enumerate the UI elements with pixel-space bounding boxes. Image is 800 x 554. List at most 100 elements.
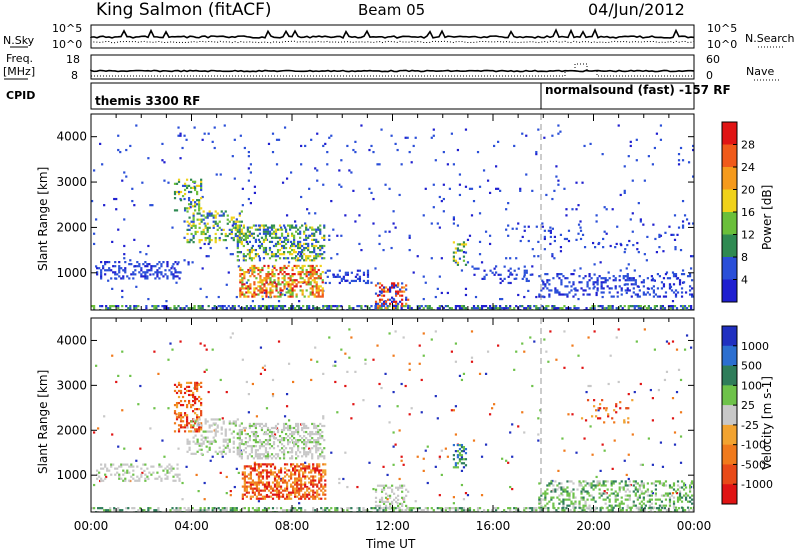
power-cell [267,275,270,278]
velocity-cell [196,387,199,391]
power-cell [689,267,693,270]
power-cell [196,212,199,215]
velocity-cell [195,419,198,422]
velocity-cell [203,344,206,347]
velocity-cell [304,481,307,484]
freq-panel: Freq. [MHz] 18 8 60 0 Nave [3,52,780,82]
power-cell [473,267,476,270]
velocity-cell [194,381,197,384]
power-cell [690,295,694,298]
velocity-cell [249,471,252,474]
velocity-cell [537,417,540,420]
power-cell [556,275,559,278]
velocity-cell [166,471,169,474]
power-cell [393,298,396,301]
power-cell [265,291,268,294]
power-cell [313,234,316,237]
velocity-cell [321,449,324,452]
power-cell [507,275,510,278]
velocity-cell [188,448,191,451]
velocity-cell [248,422,251,426]
velocity-cell [208,446,211,449]
velocity-cell [259,475,263,478]
velocity-cell [199,507,202,510]
velocity-cell [287,419,291,422]
power-cell [633,307,636,310]
power-cell [328,281,331,285]
power-cell [611,307,614,310]
velocity-cell [675,348,679,351]
power-cell [380,128,383,131]
velocity-cell [211,348,214,351]
power-cell [301,277,304,280]
velocity-cell [173,422,177,425]
power-cell [535,150,538,154]
velocity-cell [300,477,303,480]
velocity-cell [261,471,265,474]
velocity-cell [554,480,557,483]
power-cell [289,275,292,278]
power-cell [432,206,435,209]
velocity-cell [210,418,213,421]
velocity-cell [582,506,585,509]
power-cell [284,238,288,241]
power-cell [326,275,329,278]
velocity-cell [464,464,468,467]
velocity-cell [604,502,607,505]
power-cell [553,239,557,243]
velocity-cell [104,463,107,466]
velocity-cell [302,471,305,474]
velocity-cell [472,509,476,512]
power-cell [314,307,317,310]
power-cell [241,293,244,296]
power-cell [393,300,396,303]
power-cell [261,287,264,290]
power-cell [690,279,694,282]
power-cell [253,291,256,294]
velocity-cell [299,451,302,454]
velocity-cell [370,507,373,510]
velocity-cell [657,388,661,392]
power-cell [213,307,216,310]
power-cell [340,159,343,162]
velocity-cell [578,502,581,505]
velocity-cell [297,449,300,452]
velocity-cell [198,444,201,447]
power-cell [458,183,462,186]
velocity-cell [264,457,268,460]
velocity-cell [566,480,569,483]
power-cell [315,264,318,268]
velocity-cell [386,473,389,477]
velocity-cell [147,477,150,481]
velocity-cell [556,496,559,499]
power-cell [306,208,309,211]
power-cell [378,286,382,289]
velocity-cell [440,473,443,477]
velocity-cell [460,507,464,510]
power-cell [247,179,250,182]
velocity-cell [258,422,262,426]
velocity-cell [272,430,276,434]
power-cell [313,266,316,270]
velocity-cell [570,502,573,505]
velocity-cell [292,380,295,384]
power-cell [241,277,244,280]
power-cell [334,305,337,308]
velocity-cell [312,509,315,512]
power-cell [611,208,614,211]
power-cell [241,287,244,290]
power-cell [235,295,238,299]
power-cell [269,305,273,308]
velocity-cell [322,463,325,466]
power-cell [294,307,297,310]
velocity-cell [663,507,667,510]
power-cell [250,259,253,262]
power-cell [456,148,460,152]
velocity-cell [282,426,286,430]
power-cell [309,226,312,229]
power-cell [674,293,678,296]
velocity-cell [426,445,429,448]
power-cell [529,305,532,308]
power-cell [267,277,270,280]
velocity-cell [613,439,616,442]
